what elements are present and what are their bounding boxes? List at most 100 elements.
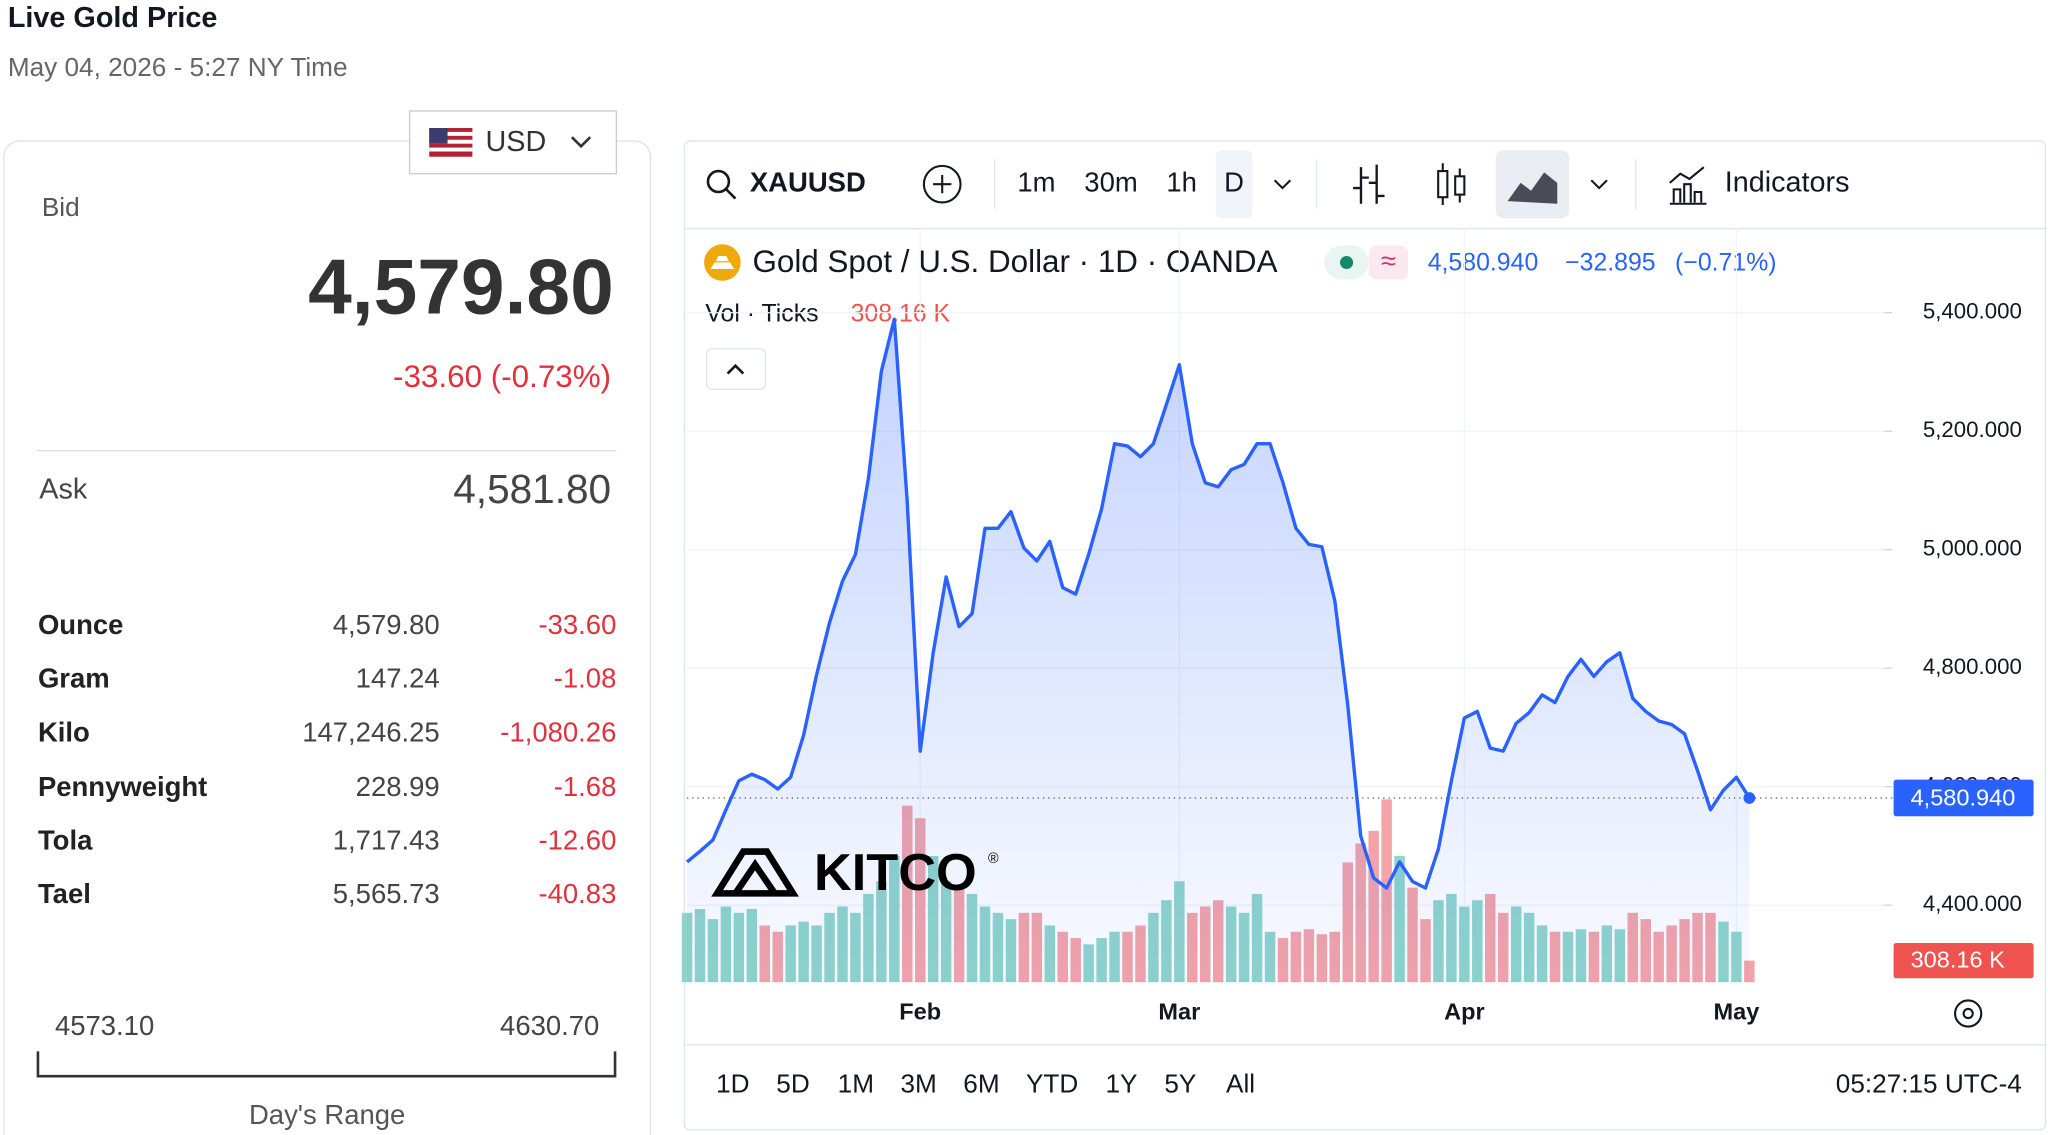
approx-sign: ≈ xyxy=(1381,245,1396,276)
range-buttons: 1D 5D 1M 3M 6M YTD 1Y 5Y All xyxy=(716,1068,1255,1098)
interval-button[interactable]: 30m xyxy=(1084,166,1137,197)
unit-change: -33.60 xyxy=(538,609,616,640)
unit-price: 228.99 xyxy=(356,771,440,802)
bid-price: 4,579.80 xyxy=(308,242,614,330)
legend-change: −32.895 xyxy=(1565,249,1656,276)
search-icon xyxy=(725,188,737,200)
page-title: Live Gold Price xyxy=(8,2,218,34)
chart-type-active-bg xyxy=(1495,150,1570,219)
range-low: 4573.10 xyxy=(55,1010,154,1041)
bid-label: Bid xyxy=(42,192,80,222)
collapse-button[interactable] xyxy=(706,348,767,390)
x-tick-label: Apr xyxy=(1444,999,1485,1025)
range-button[interactable]: All xyxy=(1226,1068,1255,1098)
unit-name: Tael xyxy=(38,878,91,909)
ask-price: 4,581.80 xyxy=(453,466,611,512)
timestamp: May 04, 2026 - 5:27 NY Time xyxy=(8,52,348,82)
indicators-icon xyxy=(1669,166,1707,205)
last-point xyxy=(1743,792,1756,804)
interval-active-bg xyxy=(1215,150,1253,219)
symbol[interactable]: XAUUSD xyxy=(750,166,866,197)
currency-label[interactable]: USD xyxy=(486,126,547,158)
price-tag-label: 4,580.940 xyxy=(1911,785,2016,811)
range-button[interactable]: 1D xyxy=(716,1068,749,1098)
unit-change: -1,080.26 xyxy=(500,716,616,747)
unit-name: Ounce xyxy=(38,609,123,640)
chevron xyxy=(726,363,745,375)
range-button[interactable]: 6M xyxy=(963,1068,999,1098)
interval-button[interactable]: 1m xyxy=(1017,166,1055,197)
legend: Gold Spot / U.S. Dollar · 1D · OANDA ≈ 4… xyxy=(704,244,1777,327)
x-tick-label: May xyxy=(1714,999,1760,1025)
search-icon xyxy=(706,169,731,194)
plot-area: FebMarAprMay4,400.0004,600.0004,800.0005… xyxy=(681,228,2022,1025)
unit-price: 1,717.43 xyxy=(333,825,440,856)
unit-price: 5,565.73 xyxy=(333,878,440,909)
price-tag xyxy=(1893,779,2034,817)
interval-button[interactable]: 1h xyxy=(1166,166,1197,197)
y-tick-label: 5,000.000 xyxy=(1923,536,2022,561)
interval-button[interactable]: D xyxy=(1224,166,1244,197)
volume-value: 308.16 K xyxy=(851,300,951,327)
area-icon[interactable] xyxy=(1507,172,1558,204)
chevron[interactable] xyxy=(1590,179,1608,190)
price-panel xyxy=(3,140,652,1135)
watermark-mark: ® xyxy=(988,851,999,867)
symbol-logo xyxy=(704,244,741,281)
watermark-text: KITCO xyxy=(814,844,977,902)
legend-price: 4,580.940 xyxy=(1428,249,1539,276)
bid-change: -33.60 (-0.73%) xyxy=(393,359,611,394)
candles-icon[interactable] xyxy=(1437,163,1466,206)
status-dot xyxy=(1340,255,1354,270)
settings-icon[interactable] xyxy=(1954,999,1983,1028)
series-title: Gold Spot / U.S. Dollar · 1D · OANDA xyxy=(752,244,1277,279)
watermark-logo xyxy=(711,848,799,897)
interval-group: 1m 30m 1h D xyxy=(1017,166,1244,197)
indicators-button[interactable]: Indicators xyxy=(1669,166,1850,205)
y-tick-label: 4,800.000 xyxy=(1923,654,2022,679)
unit-price: 4,579.80 xyxy=(333,609,440,640)
plus-icon[interactable] xyxy=(922,164,962,204)
range-caption: Day's Range xyxy=(249,1099,405,1130)
range-button[interactable]: 5D xyxy=(776,1068,809,1098)
chevron[interactable] xyxy=(1273,179,1292,190)
y-tick-label: 5,400.000 xyxy=(1923,299,2022,324)
approx-badge xyxy=(1368,245,1409,280)
currency-select[interactable]: USD xyxy=(408,110,618,175)
unit-price: 147,246.25 xyxy=(302,716,439,747)
unit-name: Gram xyxy=(38,663,110,694)
plus-icon xyxy=(933,175,952,194)
compare-button[interactable] xyxy=(922,164,962,204)
unit-change: -1.68 xyxy=(554,771,617,802)
y-tick-label: 5,200.000 xyxy=(1923,417,2022,442)
range-button[interactable]: 5Y xyxy=(1164,1068,1196,1098)
unit-table: Ounce 4,579.80 -33.60 Gram 147.24 -1.08 Kilo 14… xyxy=(38,609,616,909)
settings-icon xyxy=(1962,1007,1974,1020)
symbol-search[interactable]: XAUUSD xyxy=(706,166,866,200)
flag-icon xyxy=(429,127,473,157)
volume-tag-label: 308.16 K xyxy=(1911,947,2006,973)
y-tick-label: 4,400.000 xyxy=(1923,891,2022,916)
unit-price: 147.24 xyxy=(356,663,440,694)
legend-change-pct: (−0.71%) xyxy=(1675,249,1777,276)
axis-tags: 4,580.940 308.16 K xyxy=(1893,779,2034,979)
candle-shape xyxy=(1441,163,1461,206)
range-button[interactable]: YTD xyxy=(1026,1068,1078,1098)
range-button[interactable]: 3M xyxy=(900,1068,936,1098)
range-button[interactable]: 1M xyxy=(838,1068,874,1098)
unit-change: -12.60 xyxy=(538,825,616,856)
unit-name: Kilo xyxy=(38,716,90,747)
unit-name: Tola xyxy=(38,825,93,856)
range-bracket xyxy=(36,1051,617,1078)
unit-name: Pennyweight xyxy=(38,771,207,802)
watermark: KITCO ® xyxy=(711,844,999,902)
unit-change: -40.83 xyxy=(538,878,616,909)
x-tick-label: Mar xyxy=(1158,999,1200,1025)
range-button[interactable]: 1Y xyxy=(1105,1068,1137,1098)
range-high: 4630.70 xyxy=(500,1010,599,1041)
indicators-label[interactable]: Indicators xyxy=(1725,167,1850,199)
x-tick-label: Feb xyxy=(899,999,941,1025)
bars-icon[interactable] xyxy=(1353,164,1385,204)
volume-title: Vol · Ticks xyxy=(705,300,818,327)
